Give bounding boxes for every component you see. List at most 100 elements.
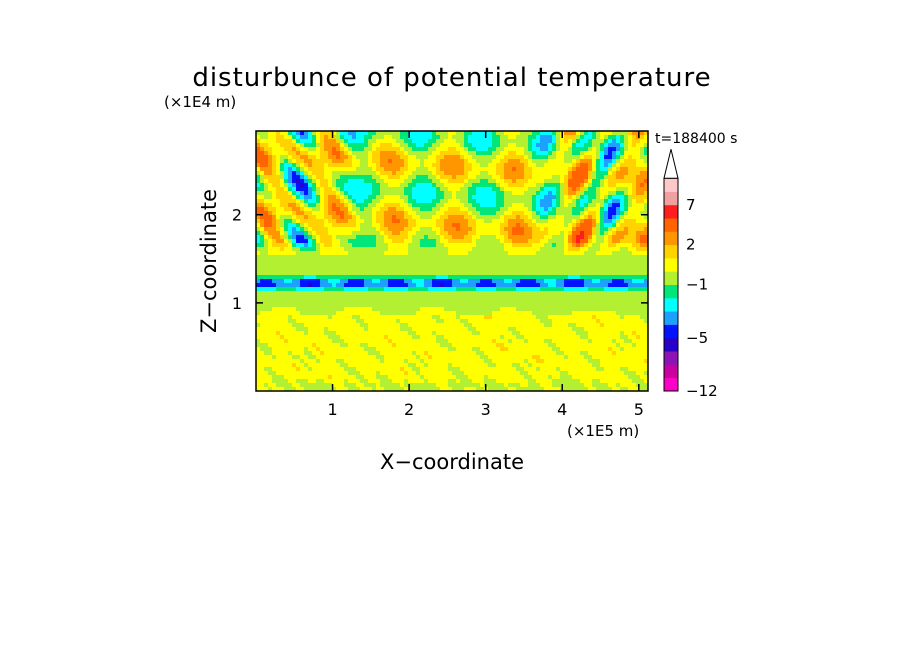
contour-cell (640, 199, 645, 204)
contour-cell (440, 163, 445, 168)
contour-cell (596, 199, 601, 204)
contour-cell (316, 175, 321, 180)
contour-cell (328, 259, 333, 264)
chart-title: disturbunce of potential temperature (192, 63, 711, 93)
contour-cell (612, 295, 617, 300)
contour-cell (644, 139, 648, 144)
contour-cell (632, 271, 637, 276)
contour-cell (564, 287, 569, 292)
contour-cell (532, 311, 537, 316)
contour-cell (388, 307, 393, 312)
contour-cell (368, 155, 373, 160)
contour-cell (380, 147, 385, 152)
contour-cell (360, 227, 365, 232)
contour-cell (292, 267, 297, 272)
contour-cell (552, 223, 557, 228)
contour-cell (336, 231, 341, 236)
contour-cell (352, 131, 357, 136)
contour-cell (468, 255, 473, 260)
contour-cell (508, 227, 513, 232)
contour-cell (480, 203, 485, 208)
contour-cell (548, 279, 553, 284)
contour-cell (384, 203, 389, 208)
contour-cell (448, 311, 453, 316)
contour-cell (580, 323, 585, 328)
contour-cell (384, 159, 389, 164)
contour-cell (272, 227, 277, 232)
contour-cell (436, 303, 441, 308)
contour-cell (312, 203, 317, 208)
contour-cell (612, 207, 617, 212)
contour-cell (536, 307, 541, 312)
contour-cell (388, 183, 393, 188)
contour-cell (604, 279, 609, 284)
contour-cell (324, 287, 329, 292)
contour-cell (404, 255, 409, 260)
contour-cell (484, 303, 489, 308)
contour-cell (616, 291, 621, 296)
contour-cell (412, 143, 417, 148)
contour-cell (532, 171, 537, 176)
contour-cell (440, 255, 445, 260)
contour-cell (616, 255, 621, 260)
contour-cell (636, 167, 641, 172)
contour-cell (604, 199, 609, 204)
contour-cell (492, 307, 497, 312)
contour-cell (512, 215, 517, 220)
contour-cell (600, 291, 605, 296)
contour-cell (552, 247, 557, 252)
contour-cell (524, 143, 529, 148)
contour-cell (544, 315, 549, 320)
contour-cell (588, 155, 593, 160)
contour-cell (644, 223, 648, 228)
contour-cell (268, 191, 273, 196)
contour-cell (496, 151, 501, 156)
contour-cell (292, 195, 297, 200)
contour-cell (572, 327, 577, 332)
contour-cell (444, 219, 449, 224)
contour-cell (296, 167, 301, 172)
contour-cell (380, 219, 385, 224)
contour-cell (536, 227, 541, 232)
contour-cell (328, 203, 333, 208)
contour-cell (360, 159, 365, 164)
contour-cell (424, 279, 429, 284)
contour-cell (464, 331, 469, 336)
contour-cell (480, 155, 485, 160)
contour-cell (452, 147, 457, 152)
contour-cell (320, 255, 325, 260)
contour-cell (340, 263, 345, 268)
contour-cell (260, 271, 265, 276)
contour-cell (348, 315, 353, 320)
contour-cell (280, 151, 285, 156)
contour-cell (312, 243, 317, 248)
contour-cell (640, 211, 645, 216)
contour-cell (588, 323, 593, 328)
contour-cell (584, 303, 589, 308)
contour-cell (420, 215, 425, 220)
contour-cell (352, 183, 357, 188)
contour-cell (272, 179, 277, 184)
contour-cell (604, 255, 609, 260)
contour-cell (308, 135, 313, 140)
contour-cell (424, 263, 429, 268)
contour-cell (428, 271, 433, 276)
contour-cell (524, 263, 529, 268)
contour-cell (644, 291, 648, 296)
contour-cell (372, 227, 377, 232)
contour-cell (500, 203, 505, 208)
contour-cell (408, 175, 413, 180)
contour-cell (460, 275, 465, 280)
contour-cell (400, 131, 405, 136)
contour-cell (460, 235, 465, 240)
contour-cell (364, 231, 369, 236)
contour-cell (348, 223, 353, 228)
contour-cell (428, 147, 433, 152)
contour-cell (356, 323, 361, 328)
contour-cell (456, 163, 461, 168)
contour-cell (604, 203, 609, 208)
contour-cell (268, 147, 273, 152)
contour-cell (392, 259, 397, 264)
contour-cell (284, 259, 289, 264)
contour-cell (424, 135, 429, 140)
